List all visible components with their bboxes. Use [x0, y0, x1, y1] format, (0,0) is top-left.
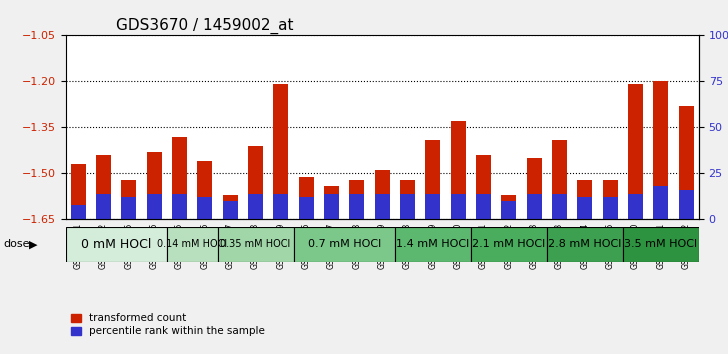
- Text: 1.4 mM HOCl: 1.4 mM HOCl: [396, 239, 470, 249]
- Bar: [603, 179, 618, 219]
- Bar: [375, 170, 389, 219]
- FancyBboxPatch shape: [167, 227, 218, 262]
- Bar: [400, 179, 415, 219]
- FancyBboxPatch shape: [218, 227, 293, 262]
- Bar: [451, 194, 466, 219]
- Bar: [526, 194, 542, 219]
- Bar: [96, 155, 111, 219]
- Bar: [122, 198, 136, 219]
- Bar: [476, 155, 491, 219]
- Bar: [653, 81, 668, 219]
- Bar: [71, 205, 86, 219]
- Bar: [502, 201, 516, 219]
- Bar: [172, 194, 187, 219]
- Bar: [628, 85, 643, 219]
- Bar: [400, 194, 415, 219]
- Bar: [324, 194, 339, 219]
- Bar: [577, 198, 593, 219]
- Bar: [298, 177, 314, 219]
- Text: 0 mM HOCl: 0 mM HOCl: [81, 238, 151, 251]
- FancyBboxPatch shape: [66, 227, 167, 262]
- Bar: [248, 194, 263, 219]
- Bar: [451, 121, 466, 219]
- FancyBboxPatch shape: [395, 227, 471, 262]
- Bar: [223, 195, 238, 219]
- Bar: [349, 194, 365, 219]
- Bar: [172, 137, 187, 219]
- Bar: [146, 194, 162, 219]
- Bar: [375, 194, 389, 219]
- Text: 0.35 mM HOCl: 0.35 mM HOCl: [221, 239, 290, 249]
- Legend: transformed count, percentile rank within the sample: transformed count, percentile rank withi…: [71, 313, 265, 336]
- Bar: [678, 106, 694, 219]
- Bar: [653, 186, 668, 219]
- Bar: [552, 140, 567, 219]
- Bar: [526, 158, 542, 219]
- Bar: [425, 140, 440, 219]
- FancyBboxPatch shape: [547, 227, 623, 262]
- Bar: [273, 194, 288, 219]
- Bar: [298, 198, 314, 219]
- FancyBboxPatch shape: [471, 227, 547, 262]
- Bar: [577, 179, 593, 219]
- Bar: [223, 201, 238, 219]
- Bar: [197, 161, 213, 219]
- Text: GDS3670 / 1459002_at: GDS3670 / 1459002_at: [116, 18, 293, 34]
- Bar: [552, 194, 567, 219]
- Bar: [628, 194, 643, 219]
- Text: 2.1 mM HOCl: 2.1 mM HOCl: [472, 239, 545, 249]
- Bar: [122, 179, 136, 219]
- Bar: [273, 85, 288, 219]
- Bar: [349, 179, 365, 219]
- Bar: [248, 146, 263, 219]
- Bar: [197, 198, 213, 219]
- Bar: [96, 194, 111, 219]
- Bar: [678, 190, 694, 219]
- Text: 3.5 mM HOCl: 3.5 mM HOCl: [625, 239, 697, 249]
- Text: dose: dose: [4, 239, 30, 249]
- Text: 2.8 mM HOCl: 2.8 mM HOCl: [548, 239, 622, 249]
- Bar: [603, 198, 618, 219]
- Text: 0.7 mM HOCl: 0.7 mM HOCl: [307, 239, 381, 249]
- Bar: [324, 186, 339, 219]
- Bar: [476, 194, 491, 219]
- Text: ▶: ▶: [29, 239, 38, 249]
- FancyBboxPatch shape: [623, 227, 699, 262]
- Bar: [71, 164, 86, 219]
- FancyBboxPatch shape: [293, 227, 395, 262]
- Bar: [425, 194, 440, 219]
- Text: 0.14 mM HOCl: 0.14 mM HOCl: [157, 239, 227, 249]
- Bar: [502, 195, 516, 219]
- Bar: [146, 152, 162, 219]
